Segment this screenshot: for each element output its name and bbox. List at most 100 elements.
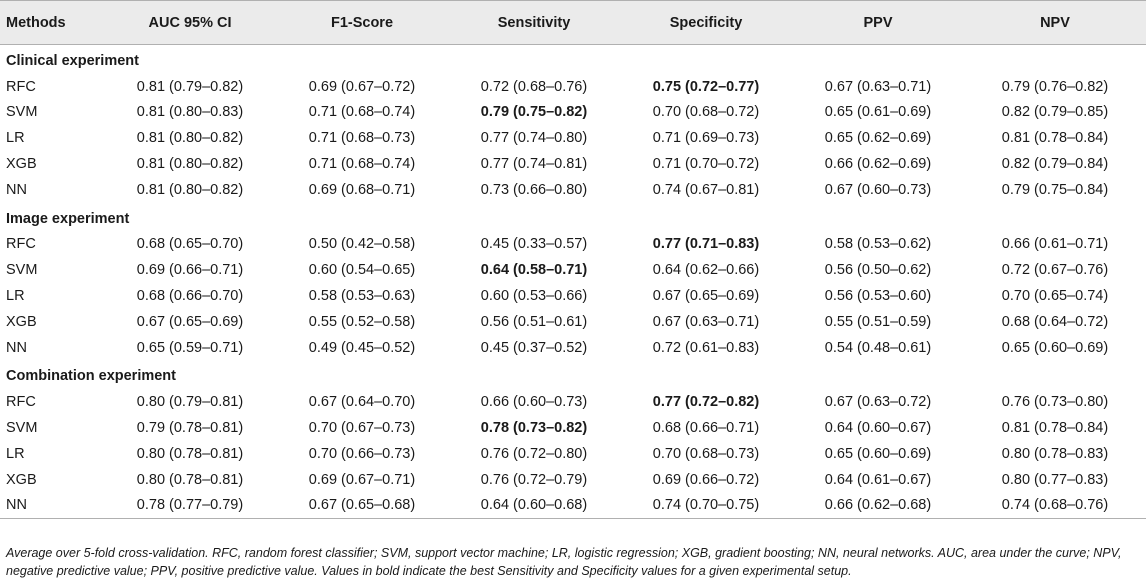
table-row: SVM 0.79 (0.78–0.81) 0.70 (0.67–0.73) 0.78 … bbox=[0, 415, 1146, 441]
value-cell: 0.79 (0.76–0.82) bbox=[1001, 78, 1109, 95]
value-cell: 0.81 (0.80–0.82) bbox=[136, 181, 244, 198]
value-cell: 0.67 (0.63–0.71) bbox=[652, 313, 760, 330]
value-cell: 0.68 (0.64–0.72) bbox=[1001, 313, 1109, 330]
table-body: Clinical experiment RFC 0.81 (0.79–0.82) 0.… bbox=[0, 45, 1146, 520]
section-title: Clinical experiment bbox=[6, 52, 139, 69]
value-cell: 0.49 (0.45–0.52) bbox=[308, 339, 416, 356]
value-cell: 0.70 (0.68–0.73) bbox=[652, 445, 760, 462]
value-cell: 0.64 (0.61–0.67) bbox=[824, 471, 932, 488]
value-cell: 0.80 (0.78–0.81) bbox=[136, 445, 244, 462]
value-cell: 0.65 (0.61–0.69) bbox=[824, 104, 932, 121]
value-cell: 0.64 (0.58–0.71) bbox=[480, 262, 588, 279]
section-title: Combination experiment bbox=[6, 368, 176, 385]
column-header: PPV bbox=[792, 0, 964, 45]
value-cell: 0.76 (0.73–0.80) bbox=[1001, 394, 1109, 411]
value-cell: 0.70 (0.65–0.74) bbox=[1001, 288, 1109, 305]
table-row: NN 0.81 (0.80–0.82) 0.69 (0.68–0.71) 0.73 (… bbox=[0, 177, 1146, 203]
value-cell: 0.54 (0.48–0.61) bbox=[824, 339, 932, 356]
value-cell: 0.69 (0.67–0.71) bbox=[308, 471, 416, 488]
value-cell: 0.45 (0.33–0.57) bbox=[480, 236, 588, 253]
value-cell: 0.66 (0.62–0.69) bbox=[824, 156, 932, 173]
value-cell: 0.66 (0.62–0.68) bbox=[792, 492, 964, 520]
method-cell: NN bbox=[6, 181, 27, 198]
column-header: NPV bbox=[964, 0, 1146, 45]
method-cell: RFC bbox=[6, 236, 36, 253]
value-cell: 0.80 (0.79–0.81) bbox=[136, 394, 244, 411]
section-title: Image experiment bbox=[6, 210, 130, 227]
value-cell: 0.70 (0.66–0.73) bbox=[308, 445, 416, 462]
value-cell: 0.77 (0.74–0.81) bbox=[480, 156, 588, 173]
table-row: XGB 0.81 (0.80–0.82) 0.71 (0.68–0.74) 0.77 … bbox=[0, 151, 1146, 177]
value-cell: 0.80 (0.78–0.83) bbox=[1001, 445, 1109, 462]
value-cell: 0.65 (0.60–0.69) bbox=[1001, 339, 1109, 356]
value-cell: 0.56 (0.51–0.61) bbox=[480, 313, 588, 330]
value-cell: 0.68 (0.65–0.70) bbox=[136, 236, 244, 253]
value-cell: 0.81 (0.80–0.83) bbox=[136, 104, 244, 121]
value-cell: 0.71 (0.68–0.74) bbox=[308, 104, 416, 121]
method-cell: SVM bbox=[6, 420, 38, 437]
value-cell: 0.74 (0.68–0.76) bbox=[964, 492, 1146, 520]
value-cell: 0.77 (0.71–0.83) bbox=[652, 236, 760, 253]
method-cell: SVM bbox=[6, 262, 38, 279]
column-header: Sensitivity bbox=[448, 0, 620, 45]
table-row: LR 0.81 (0.80–0.82) 0.71 (0.68–0.73) 0.77 (… bbox=[0, 125, 1146, 151]
value-cell: 0.82 (0.79–0.85) bbox=[1001, 104, 1109, 121]
value-cell: 0.71 (0.68–0.73) bbox=[308, 130, 416, 147]
value-cell: 0.55 (0.52–0.58) bbox=[308, 313, 416, 330]
value-cell: 0.58 (0.53–0.63) bbox=[308, 288, 416, 305]
value-cell: 0.60 (0.53–0.66) bbox=[480, 288, 588, 305]
table-row: RFC 0.81 (0.79–0.82) 0.69 (0.67–0.72) 0.72 … bbox=[0, 74, 1146, 100]
method-cell: LR bbox=[6, 130, 25, 147]
value-cell: 0.82 (0.79–0.84) bbox=[1001, 156, 1109, 173]
value-cell: 0.50 (0.42–0.58) bbox=[308, 236, 416, 253]
value-cell: 0.67 (0.65–0.69) bbox=[136, 313, 244, 330]
value-cell: 0.56 (0.53–0.60) bbox=[824, 288, 932, 305]
value-cell: 0.75 (0.72–0.77) bbox=[652, 78, 760, 95]
value-cell: 0.81 (0.80–0.82) bbox=[136, 156, 244, 173]
value-cell: 0.81 (0.78–0.84) bbox=[1001, 420, 1109, 437]
value-cell: 0.67 (0.64–0.70) bbox=[308, 394, 416, 411]
value-cell: 0.76 (0.72–0.79) bbox=[480, 471, 588, 488]
method-cell: LR bbox=[6, 288, 25, 305]
value-cell: 0.65 (0.59–0.71) bbox=[136, 339, 244, 356]
value-cell: 0.67 (0.63–0.72) bbox=[824, 394, 932, 411]
results-table: Methods AUC 95% CI F1-Score Sensitivity … bbox=[0, 0, 1146, 520]
value-cell: 0.69 (0.66–0.71) bbox=[136, 262, 244, 279]
value-cell: 0.65 (0.60–0.69) bbox=[824, 445, 932, 462]
table-row: RFC 0.68 (0.65–0.70) 0.50 (0.42–0.58) 0.45 … bbox=[0, 232, 1146, 258]
value-cell: 0.73 (0.66–0.80) bbox=[480, 181, 588, 198]
value-cell: 0.45 (0.37–0.52) bbox=[480, 339, 588, 356]
column-header: AUC 95% CI bbox=[104, 0, 276, 45]
value-cell: 0.58 (0.53–0.62) bbox=[824, 236, 932, 253]
table-row: NN 0.65 (0.59–0.71) 0.49 (0.45–0.52) 0.45 (… bbox=[0, 335, 1146, 361]
method-cell: NN bbox=[6, 339, 27, 356]
value-cell: 0.69 (0.68–0.71) bbox=[308, 181, 416, 198]
method-cell: RFC bbox=[6, 394, 36, 411]
value-cell: 0.81 (0.79–0.82) bbox=[136, 78, 244, 95]
value-cell: 0.81 (0.78–0.84) bbox=[1001, 130, 1109, 147]
section-row: Image experiment bbox=[0, 203, 1146, 232]
table-row: XGB 0.67 (0.65–0.69) 0.55 (0.52–0.58) 0.56 … bbox=[0, 309, 1146, 335]
value-cell: 0.79 (0.75–0.82) bbox=[480, 104, 588, 121]
value-cell: 0.64 (0.60–0.67) bbox=[824, 420, 932, 437]
value-cell: 0.78 (0.73–0.82) bbox=[480, 420, 588, 437]
value-cell: 0.68 (0.66–0.70) bbox=[136, 288, 244, 305]
method-cell: NN bbox=[0, 492, 104, 520]
method-cell: LR bbox=[6, 445, 25, 462]
method-cell: XGB bbox=[6, 313, 37, 330]
value-cell: 0.64 (0.62–0.66) bbox=[652, 262, 760, 279]
value-cell: 0.64 (0.60–0.68) bbox=[448, 492, 620, 520]
value-cell: 0.67 (0.65–0.69) bbox=[652, 288, 760, 305]
header-row: Methods AUC 95% CI F1-Score Sensitivity … bbox=[0, 0, 1146, 45]
method-cell: XGB bbox=[6, 156, 37, 173]
value-cell: 0.80 (0.78–0.81) bbox=[136, 471, 244, 488]
value-cell: 0.77 (0.74–0.80) bbox=[480, 130, 588, 147]
value-cell: 0.76 (0.72–0.80) bbox=[480, 445, 588, 462]
column-header: Specificity bbox=[620, 0, 792, 45]
method-cell: XGB bbox=[6, 471, 37, 488]
value-cell: 0.71 (0.68–0.74) bbox=[308, 156, 416, 173]
value-cell: 0.70 (0.67–0.73) bbox=[308, 420, 416, 437]
value-cell: 0.66 (0.61–0.71) bbox=[1001, 236, 1109, 253]
table-row: LR 0.80 (0.78–0.81) 0.70 (0.66–0.73) 0.76 (… bbox=[0, 441, 1146, 467]
value-cell: 0.60 (0.54–0.65) bbox=[308, 262, 416, 279]
